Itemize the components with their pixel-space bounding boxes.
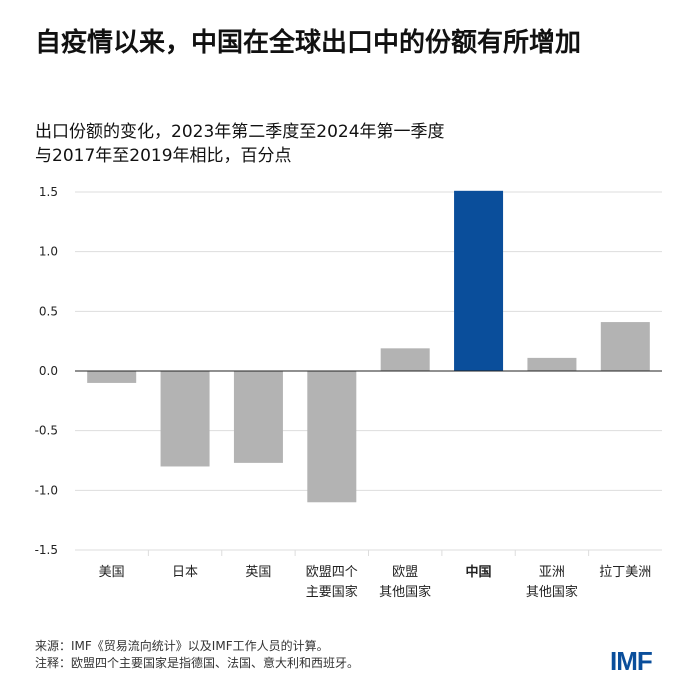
subtitle-line-2: 与2017年至2019年相比，百分点 <box>35 146 292 166</box>
y-tick-label: 1.5 <box>39 185 58 199</box>
imf-logo: IMF <box>610 646 653 676</box>
bar <box>87 371 137 383</box>
bar <box>160 371 210 467</box>
y-tick-label: -0.5 <box>35 424 58 438</box>
y-tick-label: -1.0 <box>35 483 58 497</box>
x-category-label: 美国 <box>99 565 125 580</box>
bar <box>454 190 504 371</box>
y-tick-label: -1.5 <box>35 543 58 557</box>
y-tick-label: 1.0 <box>39 245 58 259</box>
x-category-label: 日本 <box>172 565 198 580</box>
bar <box>233 371 283 463</box>
chart-title: 自疫情以来，中国在全球出口中的份额有所增加 <box>35 28 582 58</box>
subtitle-line-1: 出口份额的变化，2023年第二季度至2024年第一季度 <box>35 122 445 142</box>
x-category-label: 拉丁美洲 <box>599 565 651 580</box>
x-category-label: 中国 <box>466 564 492 580</box>
chart-subtitle: 出口份额的变化，2023年第二季度至2024年第一季度 与2017年至2019年… <box>35 120 445 168</box>
x-category-label: 欧盟四个 <box>306 565 358 580</box>
x-category-label: 英国 <box>245 565 271 580</box>
x-category-label: 其他国家 <box>379 584 431 600</box>
x-category-label: 欧盟 <box>392 565 418 580</box>
footnotes: 来源：IMF《贸易流向统计》以及IMF工作人员的计算。 注释：欧盟四个主要国家是… <box>35 638 359 672</box>
x-category-label: 主要国家 <box>306 584 358 600</box>
x-category-label: 其他国家 <box>526 584 578 600</box>
explanatory-note: 注释：欧盟四个主要国家是指德国、法国、意大利和西班牙。 <box>35 656 360 670</box>
source-note: 来源：IMF《贸易流向统计》以及IMF工作人员的计算。 <box>35 639 329 653</box>
bar <box>600 322 650 371</box>
bar <box>380 348 430 371</box>
y-tick-label: 0.0 <box>39 364 58 378</box>
y-tick-label: 0.5 <box>39 304 58 318</box>
x-category-label: 亚洲 <box>539 565 565 580</box>
bar <box>527 357 577 371</box>
bar <box>307 371 357 503</box>
